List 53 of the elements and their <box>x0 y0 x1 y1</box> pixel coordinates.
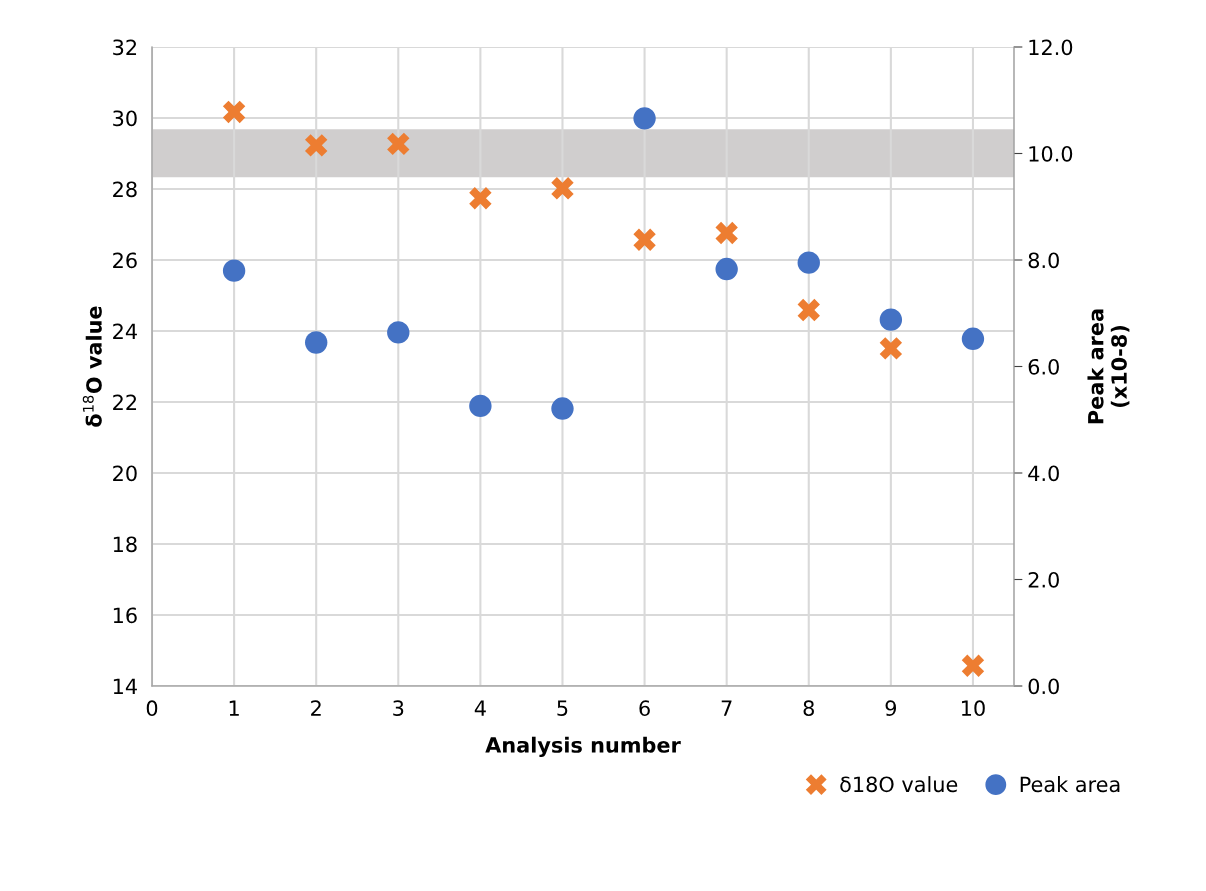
point <box>715 221 738 245</box>
y2-tick-label: 0.0 <box>1028 678 1059 695</box>
point <box>715 257 738 281</box>
x-tick-label: 0 <box>146 700 158 717</box>
y-tick-label: 28 <box>113 181 137 198</box>
x-tick-label: 9 <box>885 700 897 717</box>
x-tick-label: 4 <box>474 700 486 716</box>
point <box>879 337 903 360</box>
point <box>633 228 656 251</box>
y2-tick-label: 10.0 <box>1029 145 1073 162</box>
y2-tick-label: 4.0 <box>1028 465 1059 482</box>
point <box>961 327 985 351</box>
y2-tick-label: 12.0 <box>1029 39 1073 56</box>
point <box>961 654 985 677</box>
x-tick-label: 6 <box>639 700 650 717</box>
y-tick-label: 24 <box>113 323 137 339</box>
y-tick-label: 26 <box>113 252 137 269</box>
point <box>222 259 246 282</box>
x-tick-label: 8 <box>803 700 814 717</box>
legend-label: δ18O value <box>840 776 958 793</box>
y-tick-label: 18 <box>113 536 137 553</box>
x-tick-label: 5 <box>557 700 568 717</box>
y-axis-title: δ$^{18}$O value <box>82 306 102 427</box>
point <box>387 132 410 156</box>
point <box>222 100 246 124</box>
point <box>469 187 492 210</box>
point <box>551 177 574 200</box>
point <box>797 251 820 274</box>
y-tick-label: 32 <box>113 39 137 56</box>
x-axis-title: Analysis number <box>485 736 681 758</box>
y-tick-label: 16 <box>113 607 137 624</box>
point <box>304 134 328 157</box>
x-tick-label: 3 <box>393 700 404 717</box>
y2-axis-title: Peak area (x10-8) <box>1087 309 1130 424</box>
y-tick-label: 20 <box>113 465 137 482</box>
y2-tick-label: 8.0 <box>1028 252 1059 269</box>
x-tick-label: 7 <box>721 700 732 716</box>
point <box>633 107 656 130</box>
y2-tick-label: 2.0 <box>1028 571 1059 588</box>
x-tick-label: 1 <box>229 700 239 716</box>
point <box>387 321 410 344</box>
point <box>551 397 574 420</box>
y-tick-label: 22 <box>113 394 137 410</box>
x-tick-label: 10 <box>961 700 985 717</box>
y-tick-label: 30 <box>113 110 137 127</box>
y-tick-label: 14 <box>113 678 137 694</box>
point <box>469 394 492 418</box>
point <box>879 308 903 331</box>
x-tick-label: 2 <box>311 700 321 716</box>
legend-label: Peak area <box>1020 776 1120 793</box>
y2-tick-label: 6.0 <box>1028 358 1059 375</box>
point <box>797 298 820 322</box>
point <box>304 331 328 354</box>
